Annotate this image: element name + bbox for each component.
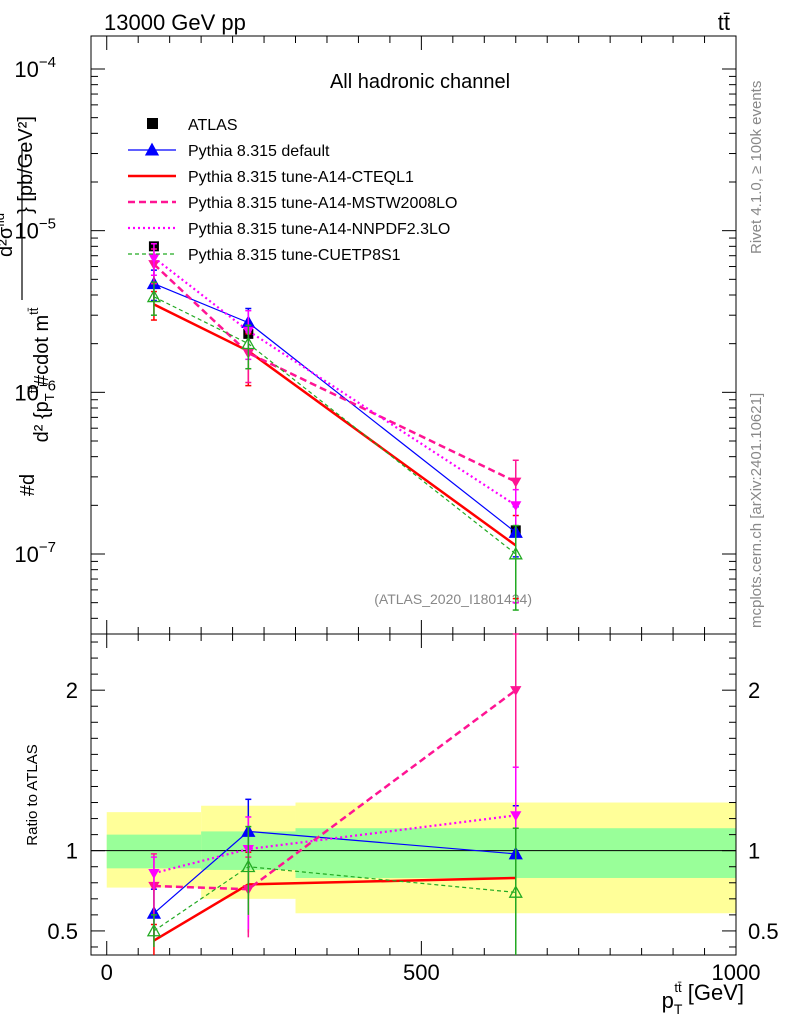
main-series-line-default: [153, 283, 517, 533]
main-y-tick-label: 10−6: [14, 377, 56, 405]
ratio-x-tick-label: 0: [101, 960, 113, 985]
legend-label-nnpdf: Pythia 8.315 tune-A14-NNPDF2.3LO: [188, 221, 450, 238]
main-y-tick-label: 10−7: [14, 539, 56, 567]
ratio-point-cuetp: [508, 885, 523, 898]
analysis-annotation: (ATLAS_2020_I1801434): [374, 591, 532, 607]
legend-label-default: Pythia 8.315 default: [188, 143, 330, 160]
ratio-x-tick-label: 1000: [712, 960, 761, 985]
main-point-cuetp: [146, 289, 162, 303]
main-y-tick-label: 10−4: [14, 54, 56, 82]
legend-label-mstw: Pythia 8.315 tune-A14-MSTW2008LO: [188, 195, 457, 212]
main-series-line-cteql1: [153, 303, 517, 547]
ratio-point-mstw: [510, 686, 522, 696]
legend-marker-default: [144, 142, 160, 156]
main-point-nnpdf: [510, 501, 522, 512]
ratio-point-nnpdf: [148, 869, 160, 879]
main-series-line-cuetp: [153, 296, 517, 555]
plot-title: All hadronic channel: [330, 71, 510, 93]
legend-atlas-marker: [147, 118, 158, 129]
ratio-point-cuetp: [146, 923, 162, 937]
main-point-mstw: [510, 477, 522, 488]
main-point-cuetp: [508, 546, 523, 560]
ratio-point-nnpdf: [510, 811, 522, 822]
ratio-x-tick-label: 500: [403, 960, 440, 985]
main-point-nnpdf: [148, 253, 160, 264]
ratio-point-cuetp: [241, 859, 256, 873]
ratio-y-tick-label-right: 1: [748, 839, 760, 864]
header-process: tt̄: [718, 10, 730, 35]
ratio-y-tick-label: 2: [66, 678, 78, 703]
header-energy: 13000 GeV pp: [104, 10, 246, 35]
mcplots-label: mcplots.cern.ch [arXiv:2401.10621]: [748, 393, 765, 628]
x-axis-label: pTtt̄ [GeV]: [662, 980, 744, 1017]
main-point-cuetp: [241, 336, 256, 350]
rivet-label: Rivet 4.1.0, ≥ 100k events: [748, 81, 765, 254]
main-y-tick-label: 10−5: [14, 216, 56, 244]
ratio-y-axis-label: Ratio to ATLAS: [24, 744, 41, 845]
legend-label-cuetp: Pythia 8.315 tune-CUETP8S1: [188, 247, 401, 264]
ratio-y-tick-label-right: 2: [748, 678, 760, 703]
ratio-y-tick-label: 0.5: [47, 919, 78, 944]
ratio-y-tick-label-right: 0.5: [748, 919, 779, 944]
legend-atlas-label: ATLAS: [188, 117, 238, 134]
main-series-line-mstw: [153, 263, 517, 483]
ratio-y-tick-label: 1: [66, 839, 78, 864]
main-series-line-nnpdf: [153, 256, 517, 507]
legend-label-cteql1: Pythia 8.315 tune-A14-CTEQL1: [188, 169, 414, 186]
ratio-plot-frame: [90, 633, 737, 956]
chart-marks: 10−7 10−6 10−5 10−4 0 500 1000 0.5 0.5 1 1 2 2 pTtt̄ …: [0, 35, 779, 1017]
ratio-bands: [106, 802, 736, 914]
main-y-axis-label: #dd² {pTtt̄#cdot mtt̄} [pb/GeV²]: [15, 116, 57, 496]
